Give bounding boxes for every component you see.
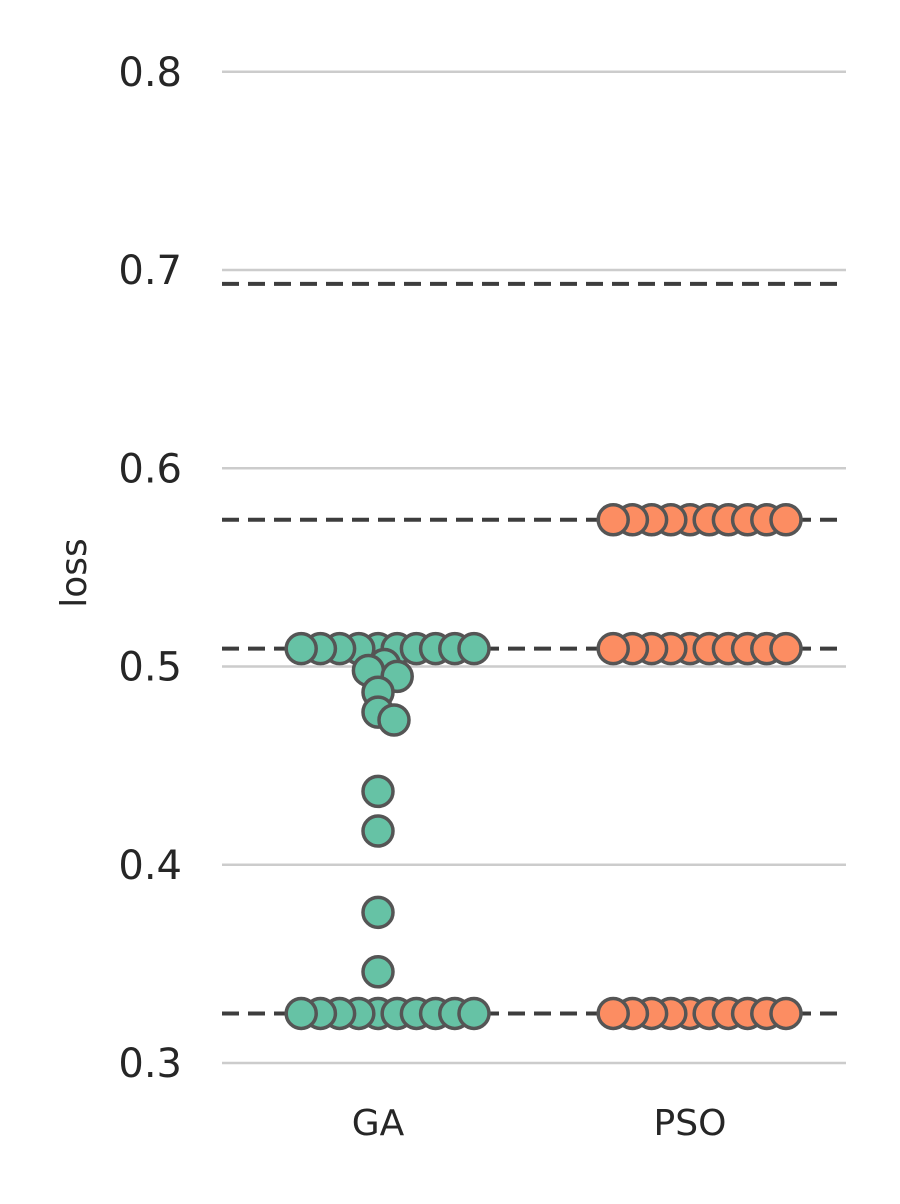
x-tick-label: GA — [352, 1103, 405, 1144]
data-point-ga — [284, 996, 318, 1031]
y-axis-label: loss — [54, 538, 95, 608]
data-point-ga — [361, 895, 395, 930]
y-tick-label: 0.7 — [118, 248, 182, 294]
y-tick-label: 0.3 — [118, 1041, 182, 1087]
data-point-pso — [769, 503, 803, 537]
y-tick-labels: 0.3 0.4 0.5 0.6 0.7 0.8 — [118, 50, 182, 1087]
y-tick-label: 0.4 — [118, 843, 182, 889]
x-tick-labels: GA PSO — [352, 1103, 727, 1144]
data-point-ga — [284, 631, 318, 666]
data-point-ga — [457, 996, 491, 1031]
grid-lines — [222, 70, 846, 1065]
data-points — [284, 503, 803, 1031]
data-point-pso — [596, 996, 630, 1031]
data-point-ga — [361, 774, 395, 809]
data-point-ga — [377, 703, 411, 737]
data-point-ga — [361, 955, 395, 989]
y-tick-label: 0.6 — [118, 446, 182, 492]
y-tick-label: 0.8 — [118, 50, 182, 96]
data-point-pso — [596, 503, 630, 537]
data-point-pso — [769, 996, 803, 1031]
data-point-ga — [361, 814, 395, 848]
data-point-ga — [457, 631, 491, 666]
x-tick-label: PSO — [654, 1103, 727, 1144]
data-point-pso — [596, 631, 630, 666]
data-point-pso — [769, 631, 803, 666]
y-tick-label: 0.5 — [118, 645, 182, 691]
